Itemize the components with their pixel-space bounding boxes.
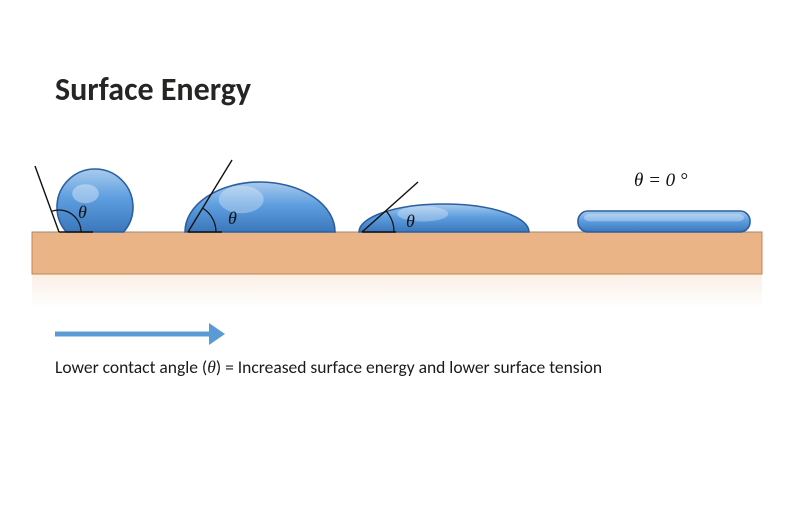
caption: Lower contact angle (θ) = Increased surf… — [55, 356, 602, 378]
droplet-1-tangent — [35, 166, 59, 232]
direction-arrow-head — [209, 323, 225, 345]
droplet-1-highlight — [72, 184, 99, 203]
caption-theta: θ — [207, 357, 216, 377]
droplet-3-theta-label: θ — [406, 211, 415, 231]
droplet-3-highlight — [397, 206, 448, 221]
surface-reflection — [32, 274, 762, 308]
diagram-svg: θ θ θ θ = 0 ° — [0, 0, 800, 526]
droplet-2-highlight — [219, 186, 264, 214]
diagram-root: Surface Energy θθθθ = 0 ° Lower contact … — [0, 0, 800, 526]
droplet-1-theta-label: θ — [78, 202, 87, 222]
caption-pre: Lower contact angle ( — [55, 356, 207, 378]
droplet-4-theta-zero-label: θ = 0 ° — [634, 170, 688, 191]
droplet-2-theta-label: θ — [228, 208, 237, 228]
diagram-svg-wrap: θ θ θ θ = 0 ° — [0, 0, 800, 526]
surface-substrate — [32, 232, 762, 274]
caption-post: ) = Increased surface energy and lower s… — [216, 356, 602, 378]
droplet-4-highlight — [584, 214, 744, 221]
droplet-1 — [57, 169, 133, 232]
